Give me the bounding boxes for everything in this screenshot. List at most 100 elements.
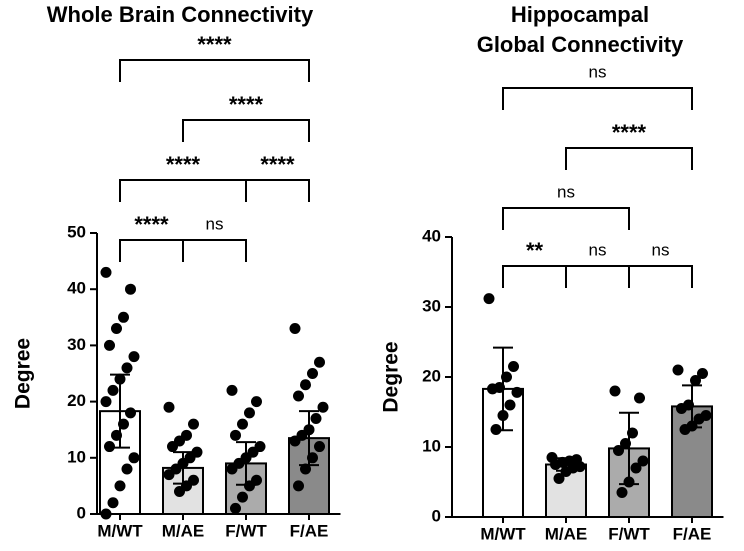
y-tick-label: 0	[77, 503, 86, 522]
data-point	[237, 491, 248, 503]
error-bar	[110, 373, 130, 449]
significance-bracket	[119, 239, 184, 262]
data-point	[314, 356, 325, 368]
data-point	[188, 418, 199, 430]
data-point	[613, 445, 624, 456]
data-point	[226, 463, 238, 475]
x-tick-label: F/AE	[673, 524, 712, 543]
data-point	[487, 383, 498, 395]
significance-bracket	[502, 265, 567, 288]
data-point	[125, 283, 136, 295]
data-point	[104, 339, 115, 351]
data-point	[293, 480, 304, 492]
significance-label: ****	[260, 152, 295, 177]
significance-bracket	[565, 147, 693, 170]
data-point	[483, 293, 495, 305]
chart-title: Whole Brain Connectivity	[47, 2, 314, 27]
y-tick-label: 40	[67, 279, 86, 298]
data-point	[317, 401, 329, 413]
data-point	[107, 497, 119, 509]
data-point	[511, 386, 523, 398]
x-tick-label: M/AE	[162, 521, 205, 540]
y-tick-label: 30	[422, 296, 441, 315]
data-point	[300, 379, 311, 391]
data-point	[230, 502, 241, 514]
significance-label: ****	[612, 120, 647, 145]
data-point	[121, 362, 133, 374]
significance-label: ****	[134, 212, 169, 237]
significance-label: ****	[229, 92, 264, 117]
significance-label: ns	[589, 240, 607, 259]
significance-label: ns	[589, 62, 607, 81]
significance-bracket	[502, 207, 630, 230]
y-tick-label: 0	[432, 506, 441, 525]
x-tick-label: M/AE	[545, 524, 588, 543]
y-tick-label: 30	[67, 335, 86, 354]
data-point	[167, 441, 178, 453]
data-point	[553, 473, 565, 484]
data-point	[100, 508, 112, 520]
data-point	[289, 323, 301, 335]
y-tick-label: 20	[422, 366, 441, 385]
error-bar	[619, 411, 639, 486]
significance-bracket	[502, 87, 693, 110]
y-tick-label: 20	[67, 391, 86, 410]
significance-bracket	[119, 59, 310, 82]
data-point	[679, 424, 691, 435]
data-point	[609, 385, 621, 397]
significance-bracket	[182, 239, 247, 262]
y-axis-label: Degree	[380, 341, 403, 412]
data-point	[163, 469, 175, 481]
x-tick-label: F/AE	[290, 521, 329, 540]
data-point	[307, 368, 318, 379]
data-point	[125, 407, 136, 419]
data-point	[300, 463, 311, 475]
data-point	[226, 384, 238, 396]
data-point	[314, 441, 325, 453]
data-point	[128, 351, 140, 363]
significance-bracket	[628, 265, 693, 288]
data-point	[230, 429, 241, 441]
data-point	[163, 401, 175, 413]
data-point	[100, 266, 112, 278]
significance-bracket	[565, 265, 630, 288]
data-point	[174, 486, 185, 498]
data-point	[121, 463, 133, 475]
y-tick-label: 50	[67, 222, 86, 241]
data-point	[244, 407, 255, 419]
y-tick-label: 10	[422, 436, 441, 455]
chart-title: Hippocampal	[511, 2, 649, 27]
data-point	[672, 364, 684, 376]
x-tick-label: M/WT	[480, 524, 526, 543]
data-point	[107, 384, 119, 396]
data-point	[114, 480, 126, 492]
error-bar	[299, 410, 319, 467]
y-tick-label: 40	[422, 226, 441, 245]
data-point	[118, 311, 129, 323]
data-point	[634, 392, 645, 404]
error-bar	[556, 457, 576, 472]
y-tick-label: 10	[67, 447, 86, 466]
data-point	[676, 403, 687, 414]
data-point	[637, 455, 649, 467]
chart-title: Global Connectivity	[477, 32, 684, 57]
data-point	[104, 441, 115, 453]
data-point	[310, 412, 322, 424]
error-bar	[682, 384, 702, 429]
data-point	[697, 368, 708, 379]
data-point	[293, 390, 304, 402]
data-point	[550, 459, 561, 470]
x-tick-label: M/WT	[97, 521, 143, 540]
significance-label: ns	[652, 240, 670, 259]
data-point	[289, 435, 301, 447]
x-tick-label: F/WT	[608, 524, 650, 543]
data-point	[504, 399, 516, 411]
error-bar	[493, 346, 513, 432]
data-point	[693, 413, 705, 425]
error-bar	[173, 451, 193, 485]
significance-label: ****	[197, 32, 232, 57]
significance-label: **	[526, 238, 544, 263]
data-point	[251, 396, 262, 408]
